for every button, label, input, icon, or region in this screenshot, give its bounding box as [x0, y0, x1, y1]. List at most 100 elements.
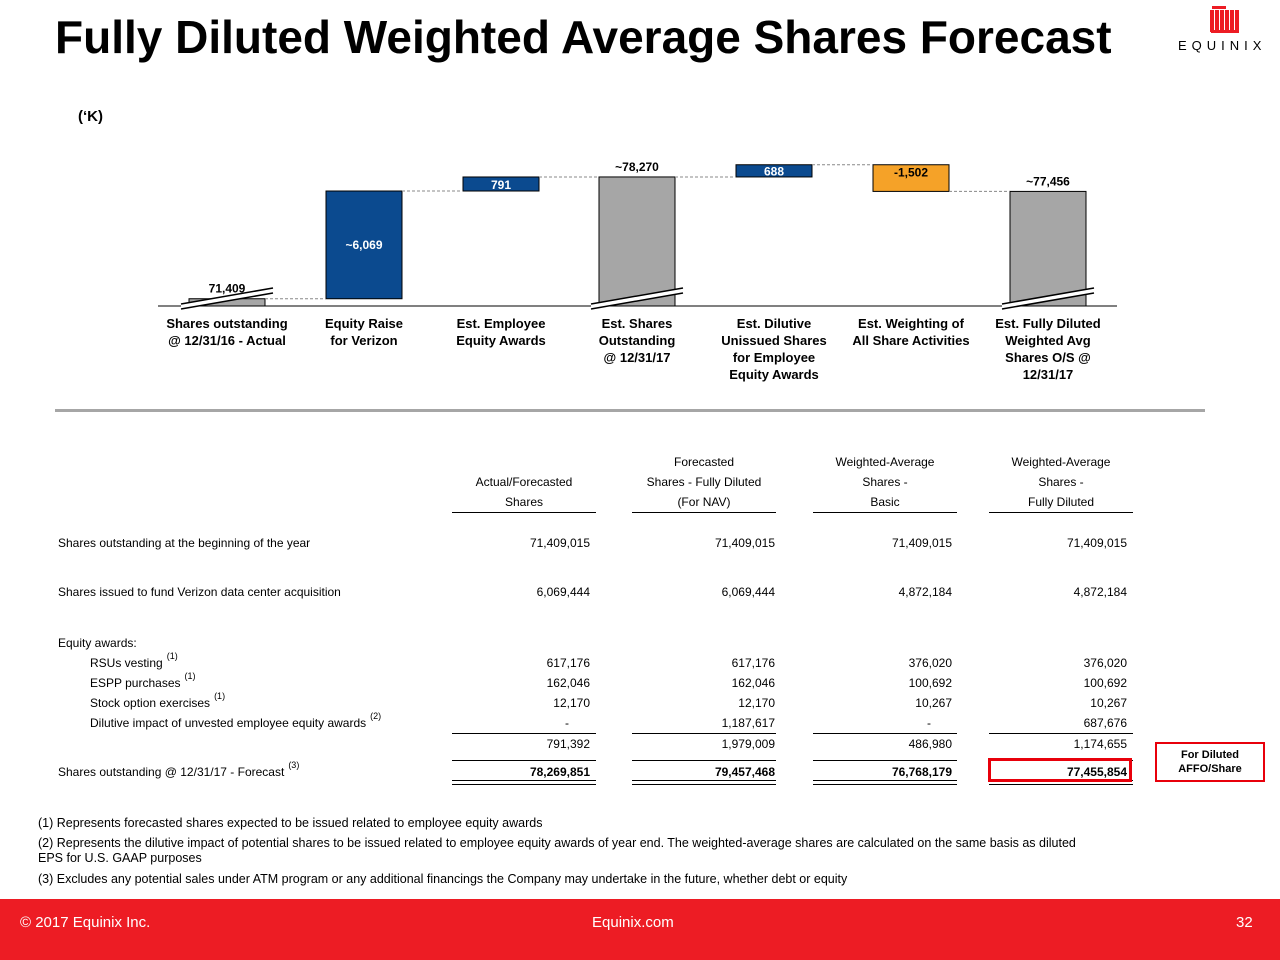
total-top-line-2 [813, 760, 957, 761]
table-header-1-1: Shares - Fully Diluted [646, 475, 762, 489]
table-cell-0-1: 71,409,015 [714, 536, 775, 550]
table-row-label-2: Equity awards: [58, 636, 137, 650]
table-cell-1-1: 6,069,444 [721, 585, 775, 599]
table-row-label-4: ESPP purchases (1) [90, 671, 196, 690]
category-label-2-1: Equity Awards [456, 333, 546, 348]
row-label-text: Shares outstanding at the beginning of t… [58, 536, 311, 550]
table-cell-1-2: 4,872,184 [898, 585, 952, 599]
table-row-label-8: Shares outstanding @ 12/31/17 - Forecast… [58, 760, 299, 779]
row-label-text: Stock option exercises [90, 696, 211, 710]
section-divider [55, 409, 1205, 412]
table-cell-5-1: 12,170 [738, 696, 775, 710]
table-row-label-3: RSUs vesting (1) [90, 651, 178, 670]
data-label-4: 688 [764, 165, 784, 179]
footnote-3: (3) Excludes any potential sales under A… [38, 872, 848, 886]
category-label-1-0: Equity Raise [325, 316, 403, 331]
table-header-underline-0 [452, 512, 596, 513]
page-title: Fully Diluted Weighted Average Shares Fo… [55, 11, 1112, 63]
data-label-2: 791 [491, 178, 511, 192]
axis-break-3 [591, 288, 683, 309]
row-label-text: Equity awards: [58, 636, 137, 650]
data-label-1: ~6,069 [345, 238, 382, 252]
table-cell-6-1: 1,187,617 [721, 716, 775, 730]
category-label-6-1: Weighted Avg [1005, 333, 1091, 348]
total-double-line-1 [632, 780, 776, 785]
table-row-label-1: Shares issued to fund Verizon data cente… [58, 585, 341, 599]
footnote-2: (2) Represents the dilutive impact of po… [38, 836, 1076, 850]
units-label: (‘K) [78, 108, 103, 125]
table-header-1-0: Forecasted [673, 455, 735, 469]
category-label-6-3: 12/31/17 [1023, 367, 1074, 382]
axis-break-0 [181, 288, 273, 309]
subtotal-line-3 [989, 733, 1133, 734]
table-header-3-2: Fully Diluted [1027, 495, 1095, 509]
table-cell-1-3: 4,872,184 [1073, 585, 1127, 599]
total-double-line-2 [813, 780, 957, 785]
table-cell-3-3: 376,020 [1083, 656, 1127, 670]
category-label-4-1: Unissued Shares [721, 333, 827, 348]
table-header-0-2: Shares [504, 495, 544, 509]
table-cell-6-0: - [565, 716, 569, 730]
footnote-ref: (1) [166, 651, 178, 661]
category-label-4-3: Equity Awards [729, 367, 819, 382]
table-cell-1-0: 6,069,444 [536, 585, 590, 599]
fully-diluted-highlight-box [988, 758, 1132, 782]
axis-break-line-a-0 [180, 287, 274, 305]
table-header-underline-2 [813, 512, 957, 513]
table-cell-8-0: 78,269,851 [529, 765, 590, 779]
table-cell-0-0: 71,409,015 [529, 536, 590, 550]
table-cell-8-2: 76,768,179 [891, 765, 952, 779]
table-cell-7-2: 486,980 [908, 737, 952, 751]
table-cell-4-1: 162,046 [731, 676, 775, 690]
axis-break-line-a-3 [590, 287, 684, 305]
row-label-text: Shares issued to fund Verizon data cente… [58, 585, 341, 599]
table-cell-4-2: 100,692 [908, 676, 952, 690]
category-label-3-1: Outstanding [599, 333, 676, 348]
table-cell-4-0: 162,046 [546, 676, 590, 690]
total-double-line-0 [452, 780, 596, 785]
brand-name: EQUINIX [1178, 38, 1267, 53]
table-header-0-1: Actual/Forecasted [475, 475, 573, 489]
data-label-3: ~78,270 [615, 160, 659, 174]
callout-line-1: For Diluted [1180, 749, 1240, 761]
table-row-label-6: Dilutive impact of unvested employee equ… [90, 711, 381, 730]
table-cell-6-3: 687,676 [1083, 716, 1127, 730]
bar-1 [325, 190, 403, 300]
table-header-3-0: Weighted-Average [1011, 455, 1111, 469]
category-label-2-0: Est. Employee [457, 316, 546, 331]
table-cell-8-3: 77,455,854 [1066, 765, 1127, 779]
table-cell-0-2: 71,409,015 [891, 536, 952, 550]
footer-bar: © 2017 Equinix Inc. Equinix.com 32 [0, 899, 1280, 960]
category-label-0-1: @ 12/31/16 - Actual [168, 333, 286, 348]
category-label-5-1: All Share Activities [852, 333, 969, 348]
table-cell-0-3: 71,409,015 [1066, 536, 1127, 550]
table-header-underline-1 [632, 512, 776, 513]
subtotal-line-0 [452, 733, 596, 734]
footnote-2-cont: EPS for U.S. GAAP purposes [38, 851, 202, 865]
axis-break-line-b-0 [180, 292, 274, 310]
category-label-0-0: Shares outstanding [166, 316, 287, 331]
table-header-1-2: (For NAV) [677, 495, 731, 509]
category-label-3-0: Est. Shares [602, 316, 673, 331]
footnote-ref: (1) [184, 671, 196, 681]
footer-site-link[interactable]: Equinix.com [592, 914, 674, 931]
table-row-label-0: Shares outstanding at the beginning of t… [58, 536, 310, 550]
subtotal-line-1 [632, 733, 776, 734]
category-label-6-0: Est. Fully Diluted [995, 316, 1101, 331]
footnote-1: (1) Represents forecasted shares expecte… [38, 816, 543, 830]
row-label-text: ESPP purchases [90, 676, 181, 690]
callout-line-2: AFFO/Share [1178, 763, 1242, 775]
table-cell-3-1: 617,176 [731, 656, 775, 670]
data-label-5: -1,502 [894, 166, 928, 180]
category-label-3-2: @ 12/31/17 [604, 350, 671, 365]
axis-break-line-b-6 [1001, 292, 1095, 310]
table-cell-5-0: 12,170 [553, 696, 590, 710]
table-cell-7-3: 1,174,655 [1073, 737, 1127, 751]
table-cell-5-2: 10,267 [915, 696, 952, 710]
category-label-6-2: Shares O/S @ [1005, 350, 1091, 365]
footer-page-number: 32 [1236, 914, 1253, 931]
footer-copyright: © 2017 Equinix Inc. [20, 914, 151, 931]
bar-5 [872, 164, 950, 192]
bar-6 [1009, 190, 1087, 307]
table-cell-4-3: 100,692 [1083, 676, 1127, 690]
